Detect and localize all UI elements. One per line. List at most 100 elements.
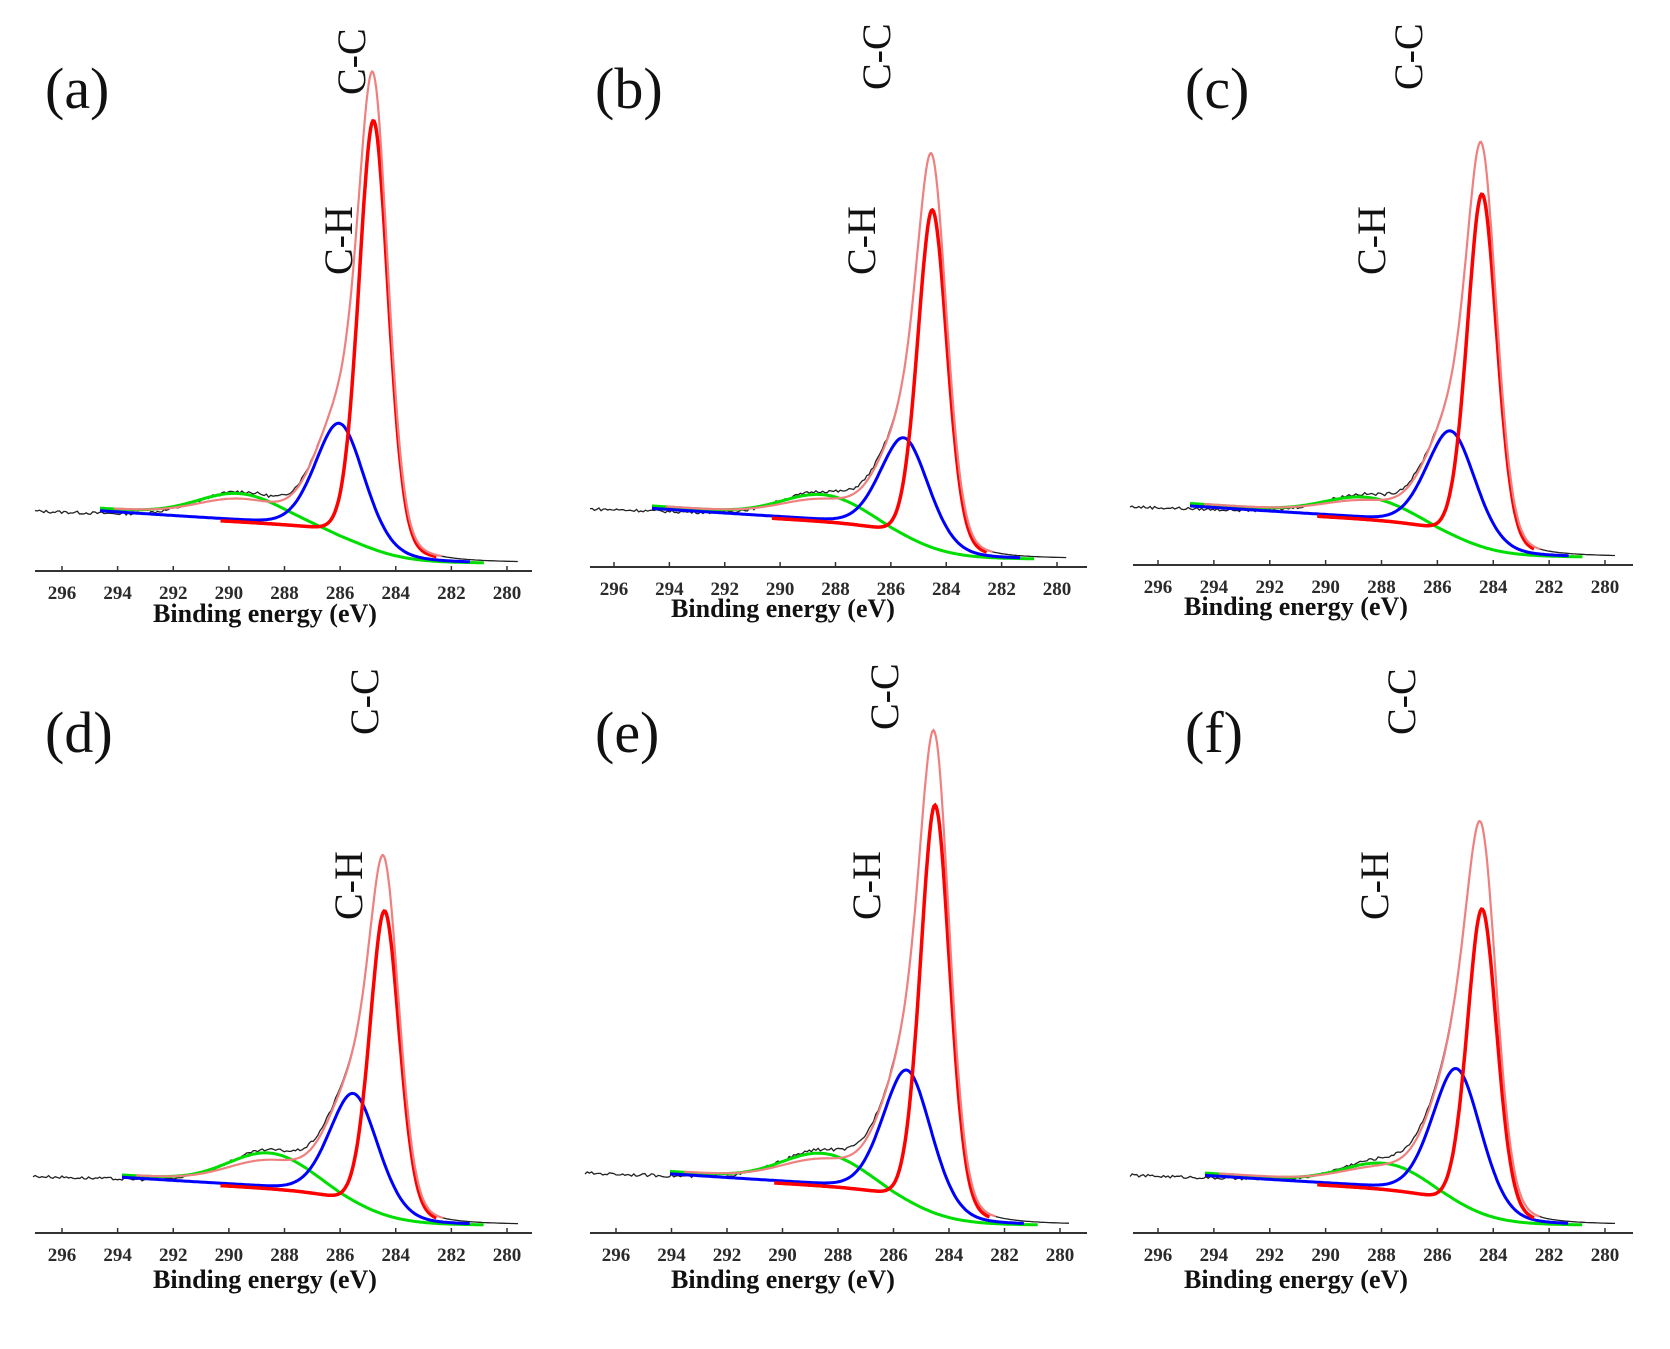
x-tick-label: 286 — [1423, 577, 1452, 598]
x-tick-label: 290 — [1311, 1245, 1340, 1266]
x-tick-label: 284 — [1479, 577, 1508, 598]
x-tick-label: 288 — [270, 583, 299, 604]
experimental-curve — [1129, 140, 1615, 557]
x-tick-label: 290 — [215, 583, 244, 604]
peak-label-ch: C-H — [326, 851, 371, 920]
component-cc-curve — [771, 207, 988, 554]
panel-a: 296 294 292 290 288 286 284 282 280 Binding energ… — [34, 28, 532, 628]
x-tick-label: 282 — [987, 579, 1016, 600]
x-tick-label: 288 — [1367, 577, 1396, 598]
x-tick-label: 294 — [655, 579, 684, 600]
envelope-curve — [665, 151, 993, 553]
x-tick-label: 292 — [159, 583, 188, 604]
x-tick-label: 294 — [1200, 1245, 1229, 1266]
x-tick-label: 294 — [657, 1245, 686, 1266]
experimental-curve — [32, 853, 518, 1225]
component-ch-curve — [1189, 429, 1569, 558]
x-tick-label: 284 — [932, 579, 961, 600]
panel-e: 296 294 292 290 288 286 284 282 280 Binding energ… — [584, 663, 1087, 1294]
x-tick-label: 284 — [382, 1245, 411, 1266]
panel-label: (e) — [595, 700, 659, 765]
x-tick-label: 292 — [1256, 1245, 1285, 1266]
envelope-curve — [1219, 819, 1541, 1218]
envelope-curve — [135, 853, 444, 1219]
x-tick-label: 290 — [766, 579, 795, 600]
panel-label: (c) — [1185, 56, 1249, 121]
x-tick-label: 280 — [1043, 579, 1072, 600]
experimental-curve — [589, 151, 1067, 559]
x-axis-title: Binding energy (eV) — [1184, 1265, 1408, 1294]
peak-label-ch: C-H — [839, 206, 884, 275]
x-tick-label: 280 — [1591, 1245, 1620, 1266]
x-tick-label: 290 — [215, 1245, 244, 1266]
x-tick-label: 296 — [602, 1245, 631, 1266]
x-tick-label: 284 — [1479, 1245, 1508, 1266]
x-tick-label: 286 — [326, 583, 355, 604]
x-tick-label: 296 — [1144, 1245, 1173, 1266]
component-cc-curve — [1317, 907, 1535, 1220]
envelope-curve — [113, 69, 443, 558]
experimental-curve — [584, 728, 1069, 1224]
x-tick-label: 280 — [493, 583, 522, 604]
peak-label-ch: C-H — [316, 206, 361, 275]
experimental-curve — [34, 71, 518, 563]
x-tick-label: 294 — [103, 1245, 132, 1266]
peak-label-cc: C-C — [862, 663, 907, 730]
panel-label: (a) — [45, 56, 109, 121]
x-tick-label: 290 — [1311, 577, 1340, 598]
peak-label-cc: C-C — [1386, 23, 1431, 90]
x-tick-label: 286 — [877, 579, 906, 600]
x-axis-title: Binding energy (eV) — [153, 1265, 377, 1294]
panel-label: (f) — [1185, 700, 1243, 765]
envelope-curve — [683, 728, 997, 1218]
x-tick-label: 288 — [270, 1245, 299, 1266]
x-tick-label: 282 — [990, 1245, 1019, 1266]
x-axis-title: Binding energy (eV) — [1184, 592, 1408, 621]
panel-c: 296 294 292 290 288 286 284 282 280 Binding energ… — [1129, 23, 1633, 621]
component-cc-curve — [774, 802, 991, 1219]
component-cc-curve — [220, 909, 438, 1220]
x-tick-label: 292 — [713, 1245, 742, 1266]
x-axis-title: Binding energy (eV) — [671, 1265, 895, 1294]
x-tick-label: 292 — [711, 579, 740, 600]
peak-label-ch: C-H — [844, 851, 889, 920]
x-tick-label: 296 — [600, 579, 629, 600]
x-axis-title: Binding energy (eV) — [153, 599, 377, 628]
component-ch-curve — [651, 436, 1021, 560]
peak-label-cc: C-C — [342, 668, 387, 735]
component-ch-curve — [99, 421, 470, 564]
x-tick-label: 288 — [824, 1245, 853, 1266]
x-tick-label: 296 — [1144, 577, 1173, 598]
component-ch-curve — [669, 1068, 1024, 1225]
x-tick-label: 286 — [326, 1245, 355, 1266]
peak-label-cc: C-C — [1379, 668, 1424, 735]
x-tick-label: 280 — [493, 1245, 522, 1266]
panel-b: 296 294 292 290 288 286 284 282 280 Binding energ… — [589, 23, 1087, 623]
x-tick-label: 292 — [1256, 577, 1285, 598]
peak-label-ch: C-H — [1352, 851, 1397, 920]
peak-label-cc: C-C — [329, 28, 374, 95]
x-tick-label: 290 — [768, 1245, 797, 1266]
x-tick-label: 280 — [1046, 1245, 1075, 1266]
envelope-curve — [1203, 140, 1541, 551]
panel-label: (d) — [45, 700, 113, 765]
x-tick-label: 294 — [1200, 577, 1229, 598]
panel-d: 296 294 292 290 288 286 284 282 280 Binding energ… — [32, 668, 532, 1294]
x-tick-label: 288 — [1367, 1245, 1396, 1266]
panel-label: (b) — [595, 56, 663, 121]
x-tick-label: 292 — [159, 1245, 188, 1266]
x-tick-label: 282 — [437, 1245, 466, 1266]
peak-label-ch: C-H — [1349, 206, 1394, 275]
component-cc-curve — [1317, 192, 1535, 551]
x-tick-label: 288 — [821, 579, 850, 600]
component-ch-curve — [121, 1091, 470, 1226]
peak-label-cc: C-C — [854, 23, 899, 90]
x-tick-label: 296 — [48, 1245, 77, 1266]
x-tick-label: 294 — [103, 583, 132, 604]
x-tick-label: 280 — [1591, 577, 1620, 598]
x-tick-label: 284 — [382, 583, 411, 604]
component-ch-curve — [1205, 1066, 1569, 1225]
x-tick-label: 282 — [437, 583, 466, 604]
x-tick-label: 296 — [48, 583, 77, 604]
